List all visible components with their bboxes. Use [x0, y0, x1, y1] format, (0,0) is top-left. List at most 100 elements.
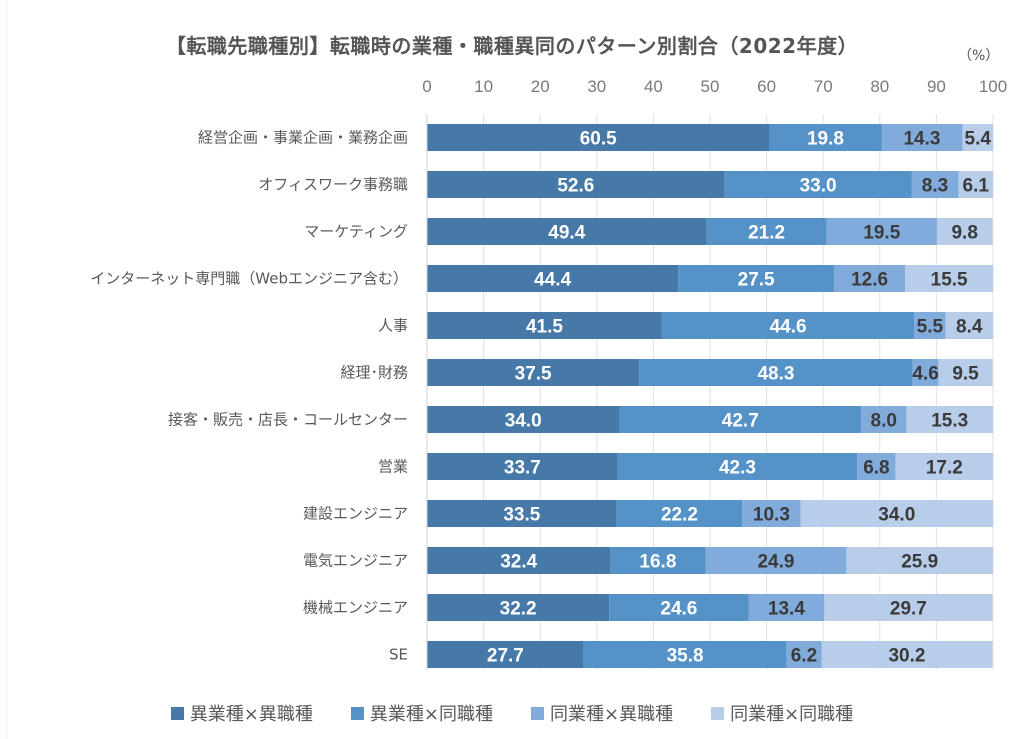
category-label: 人事 — [378, 317, 408, 335]
bar-segment — [705, 547, 847, 574]
bar-segment — [427, 641, 584, 668]
data-label: 32.2 — [500, 599, 537, 620]
data-label: 30.2 — [888, 646, 925, 667]
legend-label: 同業種×異職種 — [550, 704, 674, 725]
bar-segment — [427, 312, 662, 339]
bar-segment — [826, 218, 937, 245]
data-label: 34.0 — [878, 505, 915, 526]
category-label: 営業 — [378, 458, 408, 476]
data-label: 33.0 — [800, 176, 837, 197]
bar-segment — [427, 218, 707, 245]
bar-segment — [427, 124, 770, 151]
bar-segment — [706, 218, 827, 245]
data-label: 24.6 — [660, 599, 697, 620]
bar-segment — [427, 594, 610, 621]
legend-swatch-icon — [170, 706, 184, 720]
chart-frame — [6, 0, 1024, 739]
x-tick-label: 20 — [531, 77, 550, 96]
bar-segment — [678, 265, 834, 292]
data-label: 6.2 — [791, 646, 817, 667]
data-label: 21.2 — [748, 223, 785, 244]
category-label: オフィスワーク事務職 — [258, 176, 408, 194]
data-label: 60.5 — [580, 129, 617, 150]
data-label: 27.7 — [487, 646, 524, 667]
data-label: 9.8 — [951, 223, 977, 244]
data-label: 19.8 — [807, 129, 844, 150]
data-label: 13.4 — [768, 599, 805, 620]
bar-segment — [958, 171, 993, 198]
data-label: 9.5 — [952, 364, 979, 385]
bar-segment — [905, 265, 993, 292]
y-axis-categories: 経営企画・事業企画・業務企画オフィスワーク事務職マーケティングインターネット専門… — [90, 129, 408, 664]
data-label: 8.0 — [871, 411, 897, 432]
category-label: インターネット専門職（Webエンジニア含む） — [90, 270, 408, 288]
x-tick-label: 80 — [870, 77, 889, 96]
data-label: 8.4 — [956, 317, 983, 338]
data-label: 49.4 — [548, 223, 585, 244]
bar-segment — [609, 594, 749, 621]
data-label: 33.7 — [504, 458, 541, 479]
bar-segment — [962, 124, 993, 151]
data-label: 42.7 — [722, 411, 759, 432]
bar-segment — [857, 453, 896, 480]
bar-segment — [800, 500, 993, 527]
legend-item: 異業種×異職種 — [170, 700, 313, 726]
data-label: 52.6 — [557, 176, 594, 197]
data-label: 16.8 — [639, 552, 676, 573]
bar-segment — [583, 641, 787, 668]
legend-swatch-icon — [350, 706, 364, 720]
bar-segment — [724, 171, 912, 198]
x-tick-label: 60 — [757, 77, 776, 96]
data-label: 35.8 — [667, 646, 704, 667]
bar-segment — [619, 406, 862, 433]
bar-segment — [945, 312, 993, 339]
x-tick-label: 100 — [979, 77, 1007, 96]
data-label: 41.5 — [526, 317, 563, 338]
data-label: 48.3 — [757, 364, 794, 385]
bar-segment — [616, 500, 743, 527]
data-label: 17.2 — [926, 458, 963, 479]
data-label: 6.1 — [963, 176, 990, 197]
x-tick-label: 90 — [927, 77, 946, 96]
x-tick-label: 0 — [422, 77, 431, 96]
x-tick-label: 40 — [644, 77, 663, 96]
bar-segment — [610, 547, 706, 574]
category-label: 経営企画・事業企画・業務企画 — [198, 129, 408, 147]
data-label: 29.7 — [890, 599, 927, 620]
bar-segment — [427, 359, 640, 386]
legend-swatch-icon — [711, 706, 725, 720]
bar-segment — [786, 641, 822, 668]
bar-segment — [846, 547, 993, 574]
bar-segment — [742, 500, 801, 527]
bar-segment — [427, 547, 611, 574]
bar-segment — [861, 406, 907, 433]
legend: 異業種×異職種 異業種×同職種 同業種×異職種 同業種×同職種 — [0, 700, 1024, 726]
bar-segment — [427, 406, 620, 433]
bar-segment — [881, 124, 963, 151]
bar-segment — [617, 453, 858, 480]
bar-segment — [895, 453, 993, 480]
bar-segment — [769, 124, 882, 151]
category-label: マーケティング — [304, 223, 408, 241]
category-label: 建設エンジニア — [303, 505, 408, 523]
bar-segment — [821, 641, 993, 668]
legend-label: 異業種×異職種 — [189, 704, 313, 725]
legend-item: 異業種×同職種 — [350, 700, 493, 726]
bar-segment — [936, 218, 993, 245]
category-label: 電気エンジニア — [303, 552, 408, 570]
data-label: 10.3 — [753, 505, 790, 526]
legend-item: 同業種×異職種 — [531, 700, 673, 726]
legend-item: 同業種×同職種 — [711, 700, 853, 726]
data-label: 8.3 — [922, 176, 948, 197]
data-label: 14.3 — [903, 129, 940, 150]
legend-label: 同業種×同職種 — [730, 704, 854, 725]
category-label: 接客・販売・店長・コールセンター — [168, 411, 408, 429]
chart-title: 【転職先職種別】転職時の業種・職種異同のパターン別割合（2022年度） — [165, 34, 859, 58]
legend-label: 異業種×同職種 — [369, 704, 493, 725]
data-label: 19.5 — [863, 223, 900, 244]
x-axis-ticks: 0 10 20 30 40 50 60 70 80 90 100 — [422, 77, 1007, 96]
bar-segment — [938, 359, 993, 386]
bar-segment — [912, 359, 939, 386]
bar-segment — [661, 312, 915, 339]
